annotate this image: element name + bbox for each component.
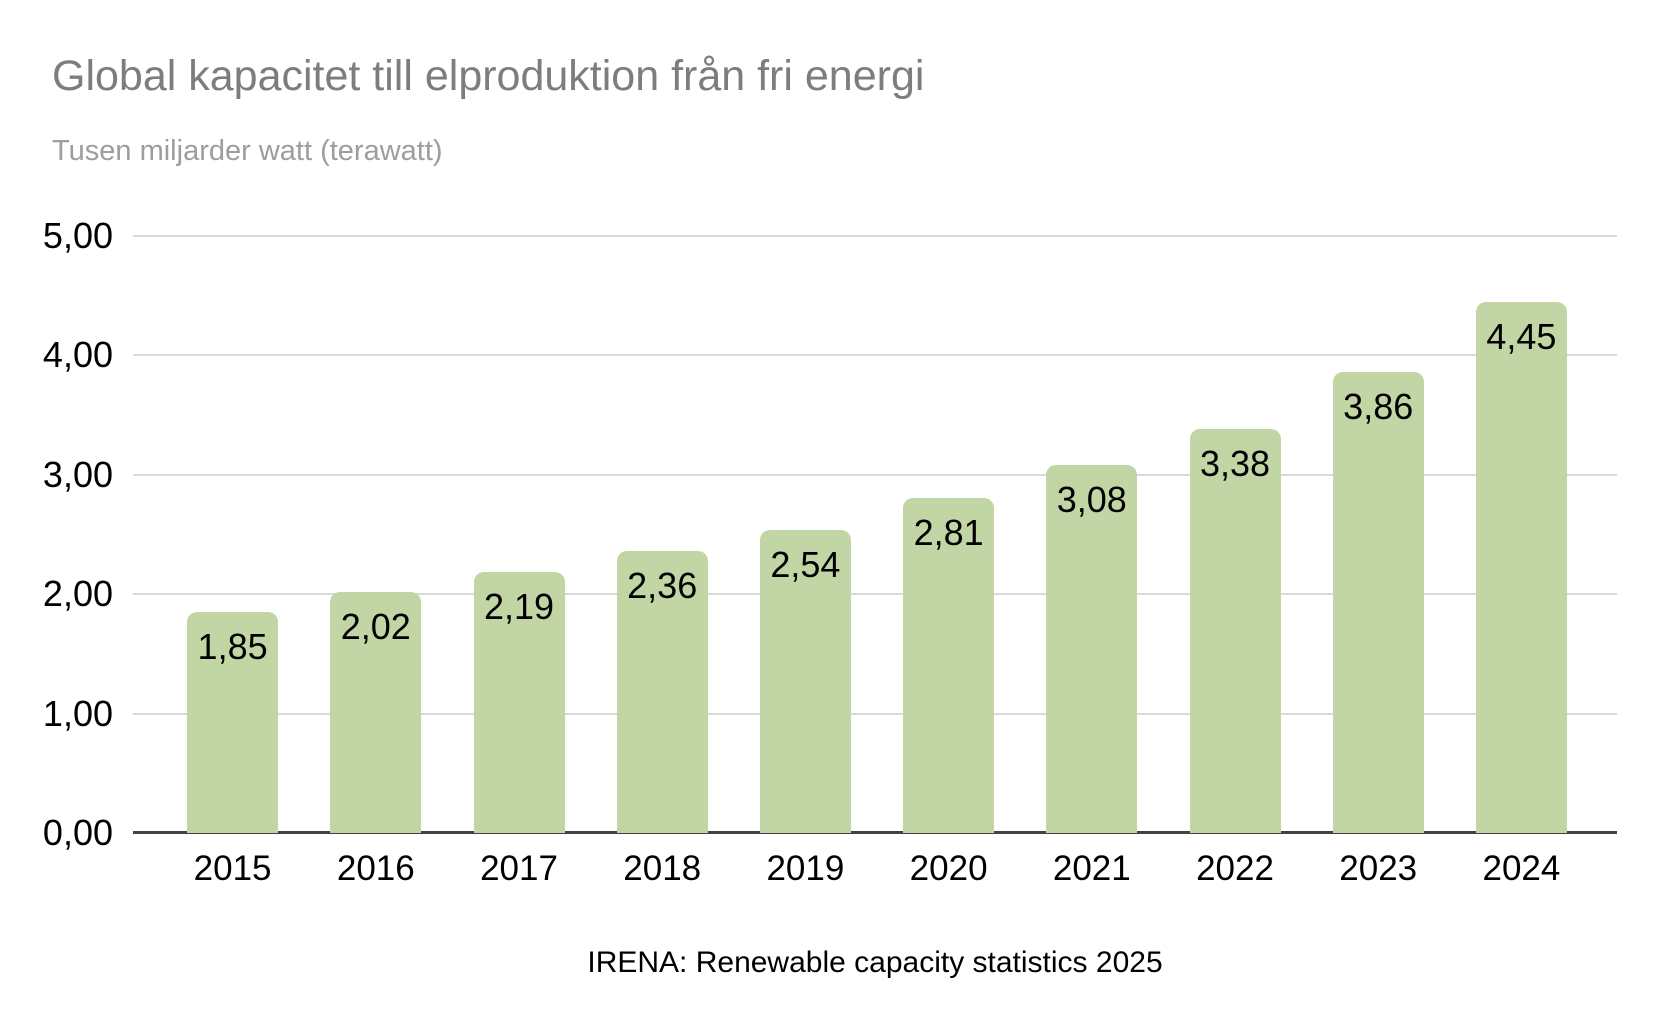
bar-value-label: 3,08: [1056, 479, 1127, 521]
bar-value-label: 3,38: [1199, 443, 1271, 485]
bar-slot: 2,02: [304, 236, 447, 833]
y-tick-label: 2,00: [42, 573, 113, 615]
bar-slot: 3,38: [1163, 236, 1306, 833]
bar-2019: 2,54: [759, 529, 851, 833]
gridline: [133, 473, 1617, 476]
x-tick-label: 2017: [480, 849, 558, 888]
bar-2018: 2,36: [616, 551, 708, 833]
y-tick-label: 5,00: [42, 215, 113, 256]
chart-title: Global kapacitet till elproduktion från …: [52, 52, 925, 100]
bar-slot: 2,36: [591, 236, 734, 833]
bar-series: 1,85 2,02 2,19 2,36 2,54 2,81 3,08 3,38 3,86 4,45: [161, 236, 1593, 833]
y-tick-label: 0,00: [42, 812, 113, 853]
x-tick-label: 2018: [623, 849, 702, 888]
bar-value-label: 2,36: [627, 565, 698, 607]
x-tick-label: 2016: [336, 849, 415, 888]
chart-subtitle: Tusen miljarder watt (terawatt): [52, 135, 443, 167]
bar-slot: 3,86: [1307, 236, 1450, 833]
gridline: [133, 354, 1617, 357]
bar-value-label: 2,54: [770, 543, 841, 585]
bar-2017: 2,19: [473, 571, 565, 833]
x-tick-label: 2022: [1196, 849, 1274, 888]
bar-2015: 1,85: [187, 612, 279, 833]
y-tick-label: 3,00: [42, 453, 113, 495]
bar-slot: 3,08: [1020, 236, 1163, 833]
plot-area: [133, 235, 1617, 834]
bar-value-label: 4,45: [1486, 315, 1557, 357]
bar-value-label: 2,02: [340, 605, 411, 647]
x-tick-label: 2015: [193, 849, 272, 888]
bar-2023: 3,86: [1332, 372, 1424, 833]
bar-2016: 2,02: [330, 591, 422, 833]
x-tick-label: 2020: [909, 849, 988, 888]
bar-value-label: 1,85: [197, 626, 268, 668]
x-tick-label: 2021: [1052, 849, 1131, 888]
bar-slot: 1,85: [161, 236, 304, 833]
bar-slot: 2,19: [447, 236, 590, 833]
y-axis-tick-labels: 0,00 1,00 2,00 3,00 4,00 5,00: [0, 215, 113, 853]
bar-2021: 3,08: [1046, 465, 1138, 833]
y-tick-label: 1,00: [42, 692, 113, 734]
x-tick-label: 2024: [1482, 849, 1561, 888]
bar-value-label: 2,81: [913, 511, 984, 553]
x-axis-tick-labels: 2015 2016 2017 2018 2019 2020 2021 2022 2023 2024: [161, 849, 1593, 889]
bar-slot: 4,45: [1450, 236, 1593, 833]
bar-2024: 4,45: [1475, 301, 1567, 833]
gridline: [133, 593, 1617, 596]
source-caption: IRENA: Renewable capacity statistics 202…: [587, 946, 1163, 979]
x-axis-line: [133, 831, 1617, 834]
gridline: [133, 235, 1617, 237]
bar-value-label: 2,19: [483, 585, 555, 627]
gridline: [133, 712, 1617, 715]
bar-2022: 3,38: [1189, 429, 1281, 833]
bar-value-label: 3,86: [1343, 386, 1414, 428]
x-tick-label: 2023: [1339, 849, 1418, 888]
y-tick-label: 4,00: [42, 334, 113, 376]
bar-slot: 2,81: [877, 236, 1020, 833]
x-tick-label: 2019: [766, 849, 845, 888]
bar-slot: 2,54: [734, 236, 877, 833]
bar-2020: 2,81: [903, 497, 995, 833]
